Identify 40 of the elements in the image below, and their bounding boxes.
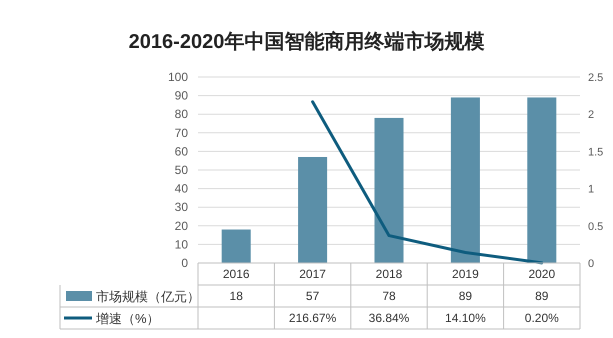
line-series [311, 100, 544, 264]
data-label: 216.67% [288, 311, 337, 325]
data-label: 18 [230, 289, 244, 303]
x-tick-label: 2018 [376, 267, 403, 281]
y-tick-label: 50 [174, 163, 188, 177]
data-label: 89 [458, 289, 472, 303]
x-tick-label: 2017 [299, 267, 326, 281]
x-tick-label: 2019 [452, 267, 480, 281]
y2-tick-label: 0 [588, 258, 594, 270]
bar [222, 230, 251, 263]
y-tick-label: 90 [174, 88, 188, 103]
bar [450, 97, 480, 263]
y-tick-label: 30 [174, 200, 188, 214]
y-tick-label: 0 [181, 256, 188, 270]
data-label: 14.10% [445, 311, 486, 325]
data-label: 57 [306, 289, 320, 303]
x-tick-label: 2020 [528, 267, 556, 281]
y-tick-label: 70 [174, 126, 188, 140]
data-label: 89 [535, 289, 549, 303]
chart-title: 2016-2020年中国智能商用终端市场规模 [128, 30, 484, 53]
x-tick-label: 2016 [222, 267, 250, 281]
data-label: 0.20% [524, 311, 560, 325]
y-tick-label: 80 [174, 107, 188, 122]
y-tick-label: 20 [174, 218, 188, 233]
y-tick-label: 40 [174, 182, 188, 196]
y-tick-label: 10 [174, 237, 188, 252]
bar [298, 156, 328, 263]
y2-tick-label: 0.5 [588, 220, 604, 233]
legend-label: 市场规模（亿元） [96, 289, 200, 304]
bar [527, 97, 556, 263]
bar [374, 118, 404, 263]
y-tick-label: 60 [174, 144, 188, 158]
y2-tick-label: 2.5 [588, 72, 604, 84]
data-label: 78 [382, 289, 396, 303]
y-tick-label: 100 [168, 70, 188, 84]
y2-tick-label: 2 [588, 109, 594, 122]
legend-label: 增速（%） [95, 311, 160, 326]
y2-tick-label: 1 [588, 184, 594, 196]
data-label: 36.84% [368, 311, 410, 325]
y2-tick-label: 1.5 [588, 146, 604, 158]
